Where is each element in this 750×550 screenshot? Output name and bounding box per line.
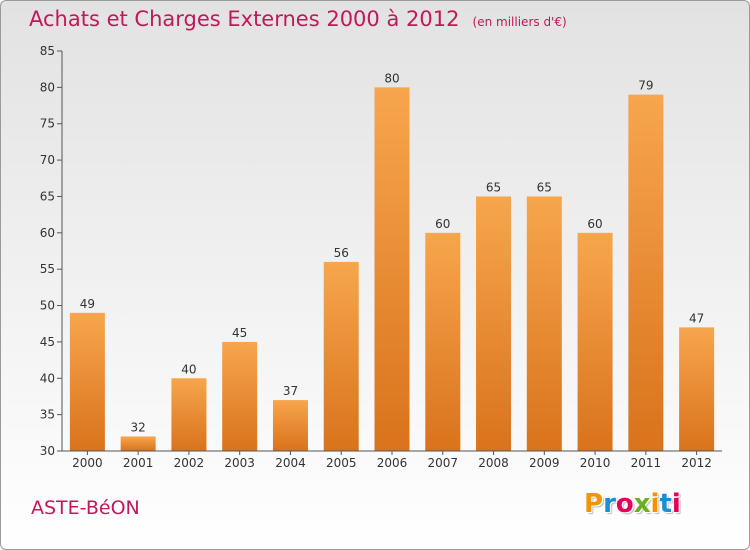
- bar-value-label: 47: [689, 311, 704, 325]
- x-axis: 2000 2001 2002 2003 2004 2005 2006 2007 2008 2009…: [62, 450, 722, 470]
- y-tick-label: 30: [40, 444, 55, 458]
- bar: [272, 400, 308, 451]
- bar: [120, 436, 156, 451]
- bar: [323, 261, 359, 451]
- x-tick-label: 2001: [123, 456, 154, 470]
- x-tick-label: 2008: [478, 456, 509, 470]
- y-tick-label: 40: [40, 371, 55, 385]
- y-axis: 30 35 40 45 50 55 60 65 70 75 80 85: [40, 44, 63, 458]
- bar-value-label: 40: [181, 362, 196, 376]
- x-tick-label: 2010: [580, 456, 611, 470]
- bar-value-label: 60: [587, 217, 602, 231]
- bar: [476, 196, 512, 451]
- commune-name: ASTE-BéON: [31, 497, 140, 519]
- x-tick-label: 2011: [631, 456, 662, 470]
- x-tick-label: 2004: [275, 456, 306, 470]
- bar: [526, 196, 562, 451]
- logo-letter: i: [650, 489, 660, 519]
- y-tick-label: 85: [40, 44, 55, 58]
- bar-value-label: 65: [486, 180, 501, 194]
- x-tick-label: 2009: [529, 456, 560, 470]
- bar-value-label: 45: [232, 326, 247, 340]
- x-tick-label: 2000: [72, 456, 103, 470]
- bar: [425, 232, 461, 451]
- x-tick-label: 2007: [427, 456, 458, 470]
- title-row: Achats et Charges Externes 2000 à 2012 (…: [29, 7, 567, 31]
- y-tick-label: 75: [40, 117, 55, 131]
- logo-letter: o: [615, 489, 634, 519]
- logo-letter: x: [633, 489, 651, 519]
- bar-value-label: 49: [80, 297, 95, 311]
- y-tick-label: 70: [40, 153, 55, 167]
- bar: [171, 378, 207, 451]
- y-tick-label: 35: [40, 408, 55, 422]
- bar-value-label: 60: [435, 217, 450, 231]
- y-tick-label: 60: [40, 226, 55, 240]
- logo-letter: i: [671, 489, 681, 519]
- bars: 49 32 40 45 37 56 80 60 65 65 60 79 47: [69, 71, 715, 452]
- bar: [222, 341, 258, 451]
- logo-letter: P: [584, 489, 604, 519]
- bar: [679, 327, 715, 451]
- x-tick-label: 2003: [224, 456, 255, 470]
- bar: [577, 232, 613, 451]
- x-tick-label: 2012: [681, 456, 712, 470]
- proxiti-logo: Proxiti: [584, 489, 681, 519]
- bar-value-label: 37: [283, 384, 298, 398]
- x-tick-label: 2005: [326, 456, 357, 470]
- y-tick-label: 45: [40, 335, 55, 349]
- y-tick-label: 50: [40, 299, 55, 313]
- bar-value-label: 56: [334, 246, 349, 260]
- chart-unit: (en milliers d'€): [472, 15, 567, 29]
- x-tick-label: 2002: [174, 456, 205, 470]
- y-tick-label: 80: [40, 80, 55, 94]
- logo-letter: r: [603, 489, 616, 519]
- x-tick-label: 2006: [377, 456, 408, 470]
- bar-value-label: 80: [384, 71, 399, 85]
- y-tick-label: 55: [40, 262, 55, 276]
- logo-letter: t: [659, 489, 672, 519]
- bar-value-label: 65: [537, 180, 552, 194]
- bar: [69, 312, 105, 451]
- bar: [628, 94, 664, 452]
- chart-title: Achats et Charges Externes 2000 à 2012: [29, 7, 460, 31]
- y-tick-label: 65: [40, 189, 55, 203]
- bar-value-label: 32: [131, 420, 146, 434]
- bar: [374, 87, 410, 451]
- bar-value-label: 79: [638, 79, 653, 93]
